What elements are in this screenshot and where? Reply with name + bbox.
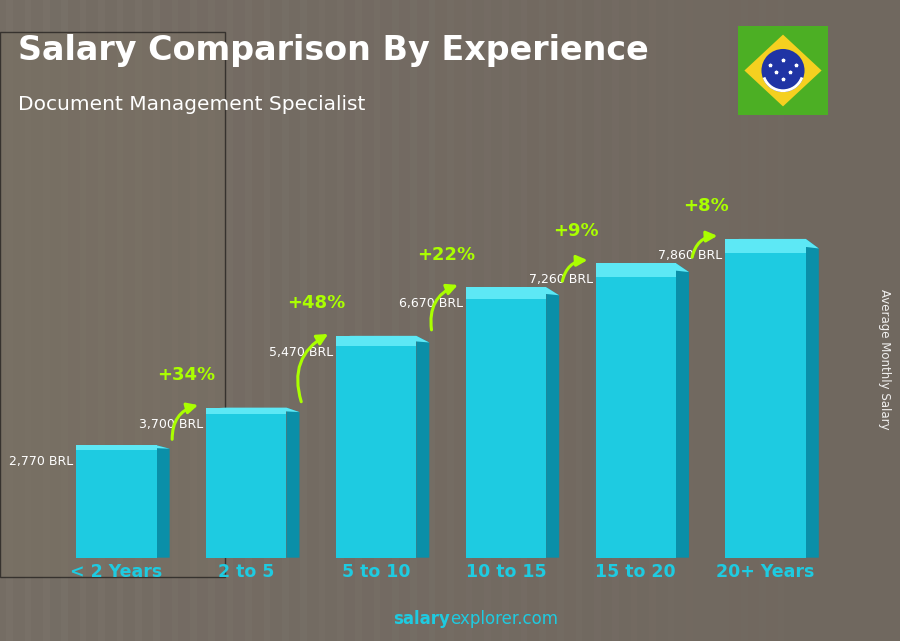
Bar	[596, 263, 676, 276]
Bar	[465, 287, 546, 299]
Bar	[465, 287, 546, 558]
Text: 20+ Years: 20+ Years	[716, 563, 815, 581]
Polygon shape	[676, 263, 689, 558]
Text: Salary Comparison By Experience: Salary Comparison By Experience	[18, 34, 649, 67]
Polygon shape	[596, 263, 689, 272]
Text: 7,860 BRL: 7,860 BRL	[659, 249, 723, 262]
Text: +34%: +34%	[158, 366, 216, 384]
Polygon shape	[546, 287, 559, 558]
Polygon shape	[336, 336, 429, 342]
Bar	[76, 445, 157, 558]
Polygon shape	[417, 336, 429, 558]
Text: +48%: +48%	[287, 294, 346, 312]
Text: 2,770 BRL: 2,770 BRL	[9, 456, 74, 469]
Text: 5,470 BRL: 5,470 BRL	[269, 346, 333, 359]
Text: Document Management Specialist: Document Management Specialist	[18, 95, 365, 113]
Bar	[725, 239, 806, 558]
Text: 7,260 BRL: 7,260 BRL	[529, 274, 593, 287]
Text: +9%: +9%	[554, 222, 598, 240]
Text: Average Monthly Salary: Average Monthly Salary	[878, 288, 890, 429]
Polygon shape	[76, 445, 169, 449]
Bar	[596, 263, 676, 558]
Circle shape	[761, 49, 805, 92]
Bar	[336, 336, 417, 346]
Text: 5 to 10: 5 to 10	[342, 563, 410, 581]
Bar	[336, 336, 417, 558]
Polygon shape	[206, 408, 300, 412]
Bar	[725, 239, 806, 253]
Polygon shape	[744, 35, 822, 106]
Bar	[206, 408, 286, 558]
Polygon shape	[286, 408, 300, 558]
Text: explorer.com: explorer.com	[450, 610, 558, 628]
Polygon shape	[157, 445, 169, 558]
Text: 6,670 BRL: 6,670 BRL	[399, 297, 464, 310]
Text: +8%: +8%	[683, 197, 729, 215]
Text: 15 to 20: 15 to 20	[596, 563, 676, 581]
Text: +22%: +22%	[417, 246, 475, 263]
Text: 2 to 5: 2 to 5	[218, 563, 274, 581]
Text: 3,700 BRL: 3,700 BRL	[140, 418, 203, 431]
Text: 10 to 15: 10 to 15	[465, 563, 546, 581]
Bar	[76, 445, 157, 451]
Text: < 2 Years: < 2 Years	[70, 563, 163, 581]
Text: salary: salary	[393, 610, 450, 628]
Polygon shape	[725, 239, 819, 249]
Polygon shape	[806, 239, 819, 558]
Bar	[206, 408, 286, 414]
FancyBboxPatch shape	[0, 32, 225, 577]
Polygon shape	[465, 287, 559, 296]
